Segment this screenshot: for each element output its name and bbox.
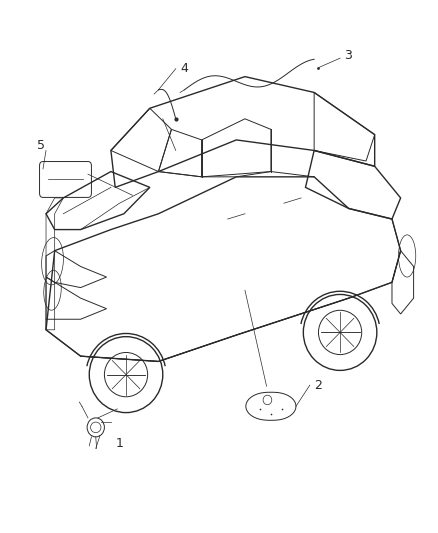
Text: 2: 2 bbox=[314, 378, 322, 392]
Text: 4: 4 bbox=[180, 62, 188, 75]
Text: 5: 5 bbox=[37, 139, 46, 152]
Text: 1: 1 bbox=[115, 437, 123, 450]
Text: 3: 3 bbox=[344, 49, 352, 62]
